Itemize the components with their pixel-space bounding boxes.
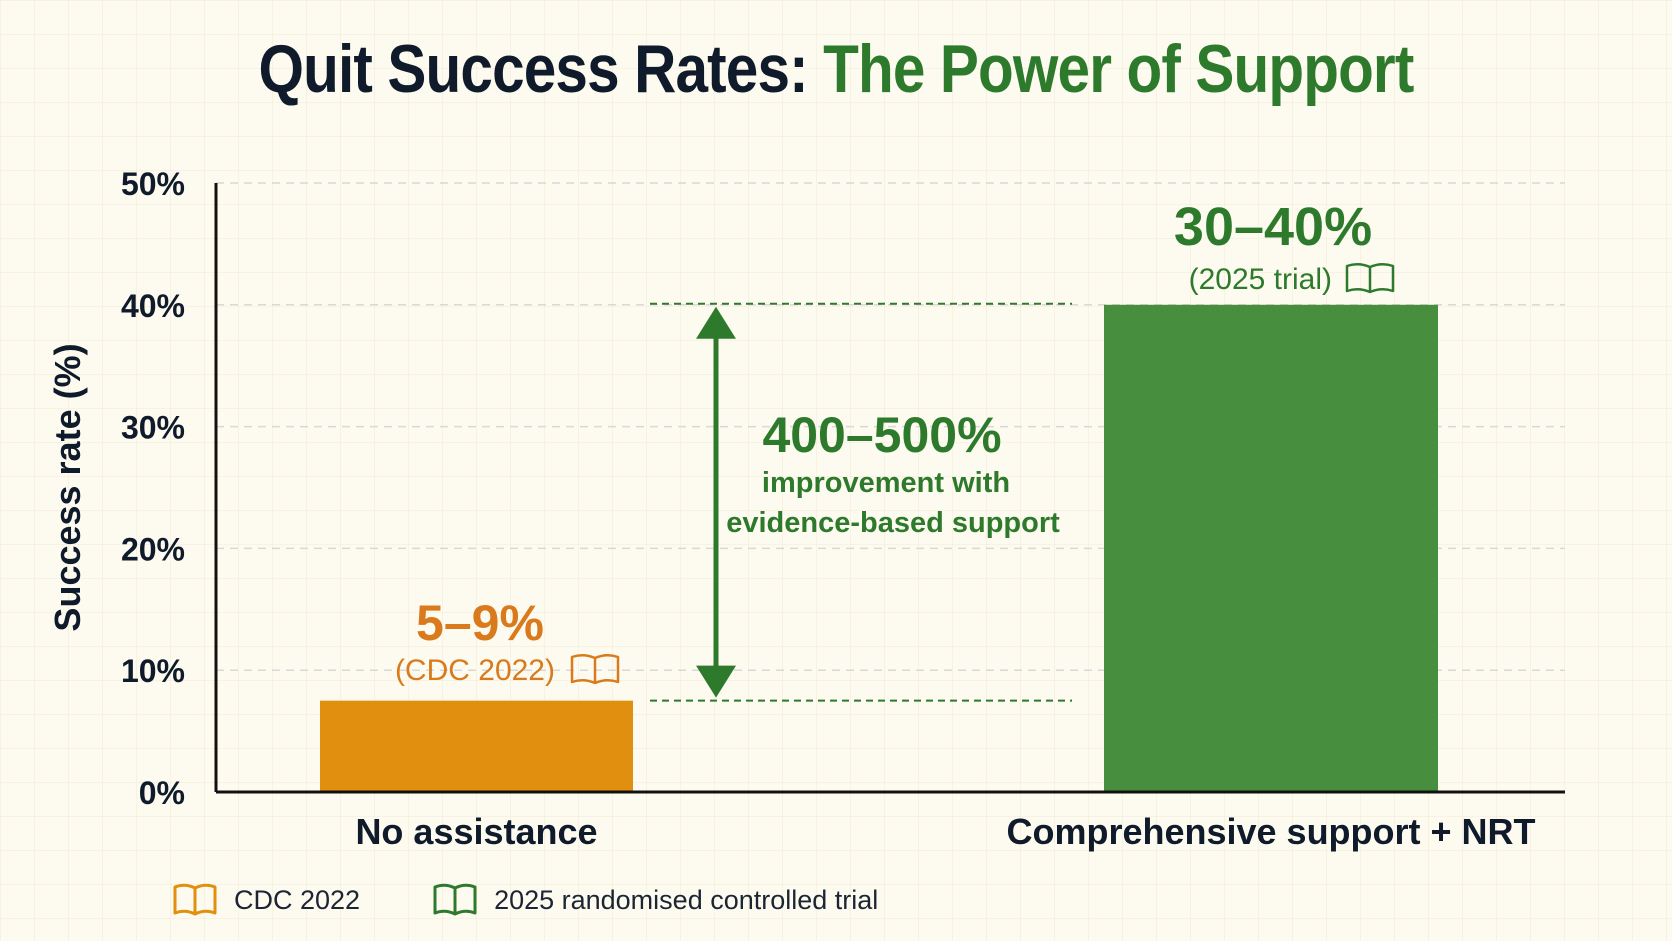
title-part-highlight: The Power of Support — [823, 31, 1414, 107]
data-label-source: (2025 trial) — [1189, 263, 1332, 296]
y-tick-label: 0% — [139, 775, 185, 811]
y-axis-title: Success rate (%) — [47, 343, 88, 631]
y-tick-label: 40% — [121, 288, 185, 324]
legend-item-trial: 2025 randomised controlled trial — [432, 883, 878, 917]
data-label-value: 30–40% — [1174, 197, 1372, 257]
annotation-line1: improvement with — [762, 467, 1010, 499]
chart-title: Quit Success Rates: The Power of Support — [117, 30, 1555, 108]
book-icon — [173, 883, 217, 916]
book-icon — [1345, 263, 1395, 294]
annotation-value: 400–500% — [762, 407, 1001, 463]
y-tick-label: 50% — [121, 166, 185, 202]
y-tick-label: 20% — [121, 531, 185, 567]
bar-comprehensive-support — [1104, 304, 1438, 792]
book-icon — [570, 654, 620, 685]
annotation-line2: evidence-based support — [726, 507, 1060, 539]
title-part-main: Quit Success Rates: — [258, 31, 824, 107]
y-tick-label: 30% — [121, 410, 185, 446]
legend-label: CDC 2022 — [234, 884, 361, 915]
x-category-label: Comprehensive support + NRT — [1006, 811, 1535, 852]
book-icon — [433, 883, 477, 916]
legend: CDC 2022 2025 randomised controlled tria… — [172, 880, 878, 920]
y-tick-label: 10% — [121, 653, 185, 689]
legend-item-cdc: CDC 2022 — [172, 883, 360, 917]
arrow-head-down — [696, 665, 736, 698]
bar-no-assistance — [320, 700, 633, 792]
arrow-head-up — [696, 306, 736, 339]
legend-label: 2025 randomised controlled trial — [494, 884, 879, 915]
x-category-label: No assistance — [355, 811, 597, 852]
data-label-source: (CDC 2022) — [395, 654, 555, 687]
data-label-value: 5–9% — [416, 595, 544, 651]
